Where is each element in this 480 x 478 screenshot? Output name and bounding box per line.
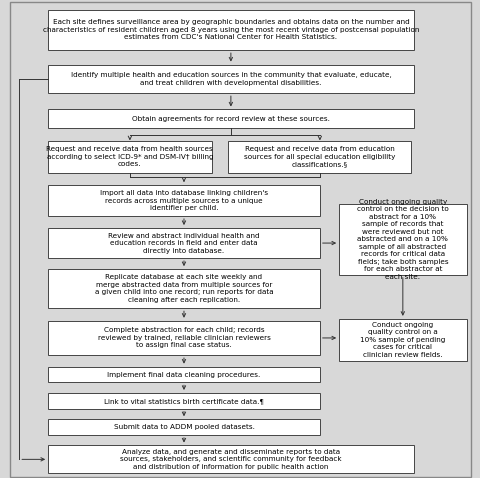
Text: Submit data to ADDM pooled datasets.: Submit data to ADDM pooled datasets. (113, 424, 254, 430)
FancyBboxPatch shape (48, 141, 211, 173)
FancyBboxPatch shape (48, 367, 319, 382)
Text: Conduct ongoing quality
control on the decision to
abstract for a 10%
sample of : Conduct ongoing quality control on the d… (356, 199, 448, 280)
FancyBboxPatch shape (48, 109, 413, 128)
Text: Identify multiple health and education sources in the community that evaluate, e: Identify multiple health and education s… (71, 72, 390, 86)
Text: Analyze data, and generate and disseminate reports to data
sources, stakeholders: Analyze data, and generate and dissemina… (120, 449, 341, 470)
Text: Complete abstraction for each child; records
reviewed by trained, reliable clini: Complete abstraction for each child; rec… (97, 327, 270, 348)
FancyBboxPatch shape (48, 321, 319, 355)
Text: Each site defines surveillance area by geographic boundaries and obtains data on: Each site defines surveillance area by g… (43, 20, 418, 40)
Text: Implement final data cleaning procedures.: Implement final data cleaning procedures… (107, 371, 260, 378)
Text: Link to vital statistics birth certificate data.¶: Link to vital statistics birth certifica… (104, 398, 264, 404)
Text: Replicate database at each site weekly and
merge abstracted data from multiple s: Replicate database at each site weekly a… (95, 274, 273, 303)
Text: Import all data into database linking children's
records across multiple sources: Import all data into database linking ch… (100, 190, 267, 211)
FancyBboxPatch shape (48, 185, 319, 216)
Text: Obtain agreements for record review at these sources.: Obtain agreements for record review at t… (132, 116, 329, 121)
FancyBboxPatch shape (228, 141, 410, 173)
FancyBboxPatch shape (338, 204, 466, 275)
Text: Review and abstract individual health and
education records in field and enter d: Review and abstract individual health an… (108, 233, 259, 253)
FancyBboxPatch shape (48, 393, 319, 409)
Text: Request and receive data from education
sources for all special education eligib: Request and receive data from education … (244, 146, 395, 167)
FancyBboxPatch shape (48, 10, 413, 50)
Text: Request and receive data from health sources
according to select ICD-9* and DSM-: Request and receive data from health sou… (47, 146, 213, 167)
FancyBboxPatch shape (338, 319, 466, 361)
FancyBboxPatch shape (48, 228, 319, 258)
FancyBboxPatch shape (10, 2, 470, 477)
FancyBboxPatch shape (48, 65, 413, 93)
FancyBboxPatch shape (48, 419, 319, 435)
FancyBboxPatch shape (48, 269, 319, 308)
FancyBboxPatch shape (48, 445, 413, 473)
Text: Conduct ongoing
quality control on a
10% sample of pending
cases for critical
cl: Conduct ongoing quality control on a 10%… (360, 322, 444, 358)
